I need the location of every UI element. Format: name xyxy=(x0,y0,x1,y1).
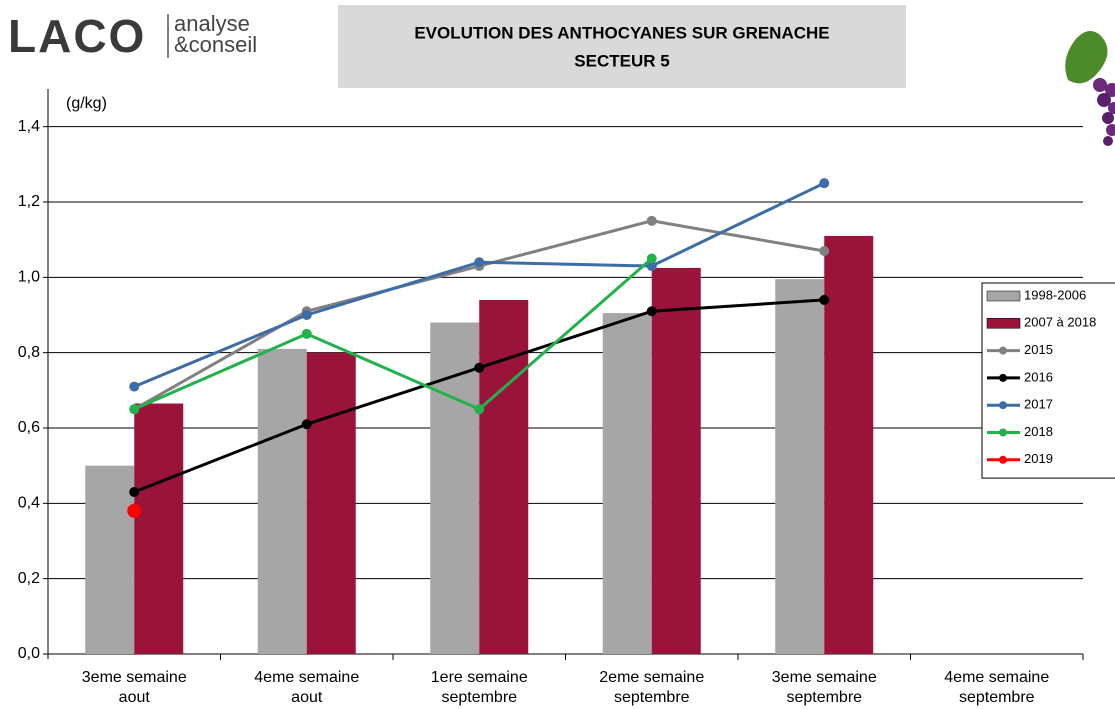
x-tick-label: 1ere semaine xyxy=(431,669,528,686)
legend-label: 2015 xyxy=(1024,342,1053,357)
marker xyxy=(474,362,485,373)
legend-label: 2017 xyxy=(1024,397,1053,412)
y-tick-label: 1,4 xyxy=(18,118,40,135)
legend-label: 2007 à 2018 xyxy=(1024,315,1096,330)
marker xyxy=(127,503,142,518)
x-tick-label: 4eme semaine xyxy=(944,669,1049,686)
chart-title: SECTEUR 5 xyxy=(574,51,669,70)
marker xyxy=(474,257,485,268)
marker xyxy=(474,404,485,415)
legend-label: 2019 xyxy=(1024,451,1053,466)
logo-brand: LACO xyxy=(8,10,146,62)
legend-label: 1998-2006 xyxy=(1024,287,1086,302)
bar xyxy=(306,352,356,654)
marker xyxy=(819,178,830,189)
x-tick-label: 3eme semaine xyxy=(82,669,187,686)
legend-swatch xyxy=(999,401,1007,410)
y-tick-label: 0,4 xyxy=(18,495,40,512)
x-tick-label: septembre xyxy=(959,689,1035,706)
grape-icon xyxy=(1065,31,1115,146)
x-tick-label: aout xyxy=(291,689,323,706)
bar xyxy=(257,348,307,654)
x-tick-label: septembre xyxy=(614,689,690,706)
legend-swatch xyxy=(999,346,1007,355)
x-tick-label: 2eme semaine xyxy=(599,669,704,686)
y-tick-label: 1,0 xyxy=(18,269,40,286)
logo: LACO analyse &conseil xyxy=(8,10,257,62)
marker xyxy=(129,381,140,392)
y-axis-label: (g/kg) xyxy=(66,95,107,112)
bar xyxy=(85,465,135,654)
marker xyxy=(301,310,312,320)
bar xyxy=(775,279,825,654)
marker xyxy=(129,404,140,415)
marker xyxy=(129,487,140,498)
marker xyxy=(819,245,830,256)
bar xyxy=(824,235,874,654)
marker xyxy=(646,253,657,264)
marker xyxy=(646,215,657,226)
bar xyxy=(134,403,184,654)
legend-label: 2016 xyxy=(1024,369,1053,384)
legend-swatch xyxy=(999,428,1007,437)
bar xyxy=(651,267,701,654)
legend-swatch xyxy=(986,318,1021,329)
marker xyxy=(301,328,312,339)
bar xyxy=(602,313,652,654)
title-box xyxy=(338,5,906,88)
bar xyxy=(430,322,480,654)
x-tick-label: septembre xyxy=(786,689,862,706)
logo-tagline: &conseil xyxy=(174,32,257,57)
legend-swatch xyxy=(986,290,1021,302)
x-tick-label: 4eme semaine xyxy=(254,669,359,686)
y-tick-label: 0,6 xyxy=(18,419,40,436)
y-tick-label: 0,2 xyxy=(18,570,40,587)
marker xyxy=(646,261,657,272)
legend-swatch xyxy=(999,373,1007,382)
marker xyxy=(301,419,312,430)
y-tick-label: 0,8 xyxy=(18,344,40,361)
x-tick-label: aout xyxy=(119,689,151,706)
y-tick-label: 0,0 xyxy=(18,645,40,662)
x-tick-label: 3eme semaine xyxy=(772,669,877,686)
legend-label: 2018 xyxy=(1024,424,1053,439)
chart-title: EVOLUTION DES ANTHOCYANES SUR GRENACHE xyxy=(414,23,829,42)
legend-swatch xyxy=(999,455,1007,464)
marker xyxy=(646,306,657,317)
x-tick-label: septembre xyxy=(441,689,517,706)
line xyxy=(133,257,653,411)
marker xyxy=(819,294,830,305)
y-tick-label: 1,2 xyxy=(18,193,40,210)
logo-tagline: analyse xyxy=(174,11,250,36)
